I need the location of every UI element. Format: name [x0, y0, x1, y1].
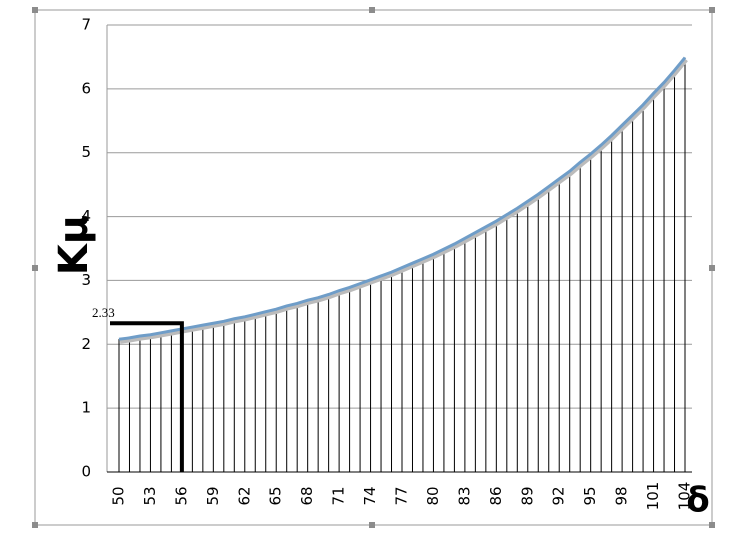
line-shadow [119, 57, 688, 344]
x-tick-label: 86 [487, 486, 505, 505]
y-axis-title: Kμ [51, 215, 97, 275]
x-tick-label: 98 [613, 486, 631, 505]
x-tick-label: 59 [204, 486, 222, 505]
x-axis-title: δ [686, 481, 709, 521]
y-tick-label: 0 [81, 463, 91, 481]
x-tick-label: 53 [141, 486, 159, 505]
x-tick-label: 104 [676, 482, 694, 511]
y-tick-label: 6 [81, 79, 91, 97]
line [118, 56, 687, 341]
y-tick-label: 5 [81, 143, 91, 161]
y-tick-label: 3 [81, 271, 91, 289]
annotation-label: 2.33 [92, 305, 115, 320]
chart-frame [34, 9, 713, 526]
x-tick-label: 92 [550, 486, 568, 505]
frame-handles [32, 7, 715, 528]
x-tick-label: 95 [581, 486, 599, 505]
x-tick-label: 71 [330, 486, 348, 505]
x-tick-label: 89 [518, 486, 536, 505]
x-tick-label: 101 [644, 482, 662, 511]
x-tick-label: 68 [298, 486, 316, 505]
x-tick-label: 62 [235, 486, 253, 505]
y-tick-label: 1 [81, 399, 91, 417]
x-tick-label: 83 [455, 486, 473, 505]
x-tick-label: 77 [393, 486, 411, 505]
x-tick-label: 65 [267, 486, 285, 505]
x-tick-label: 80 [424, 486, 442, 505]
y-tick-label: 7 [81, 16, 91, 34]
highlight-lines [110, 321, 184, 472]
y-tick-label: 4 [81, 207, 91, 225]
x-tick-label: 50 [110, 486, 128, 505]
x-tick-label: 74 [361, 486, 379, 505]
x-tick-label: 56 [172, 486, 190, 505]
y-tick-label: 2 [81, 335, 91, 353]
